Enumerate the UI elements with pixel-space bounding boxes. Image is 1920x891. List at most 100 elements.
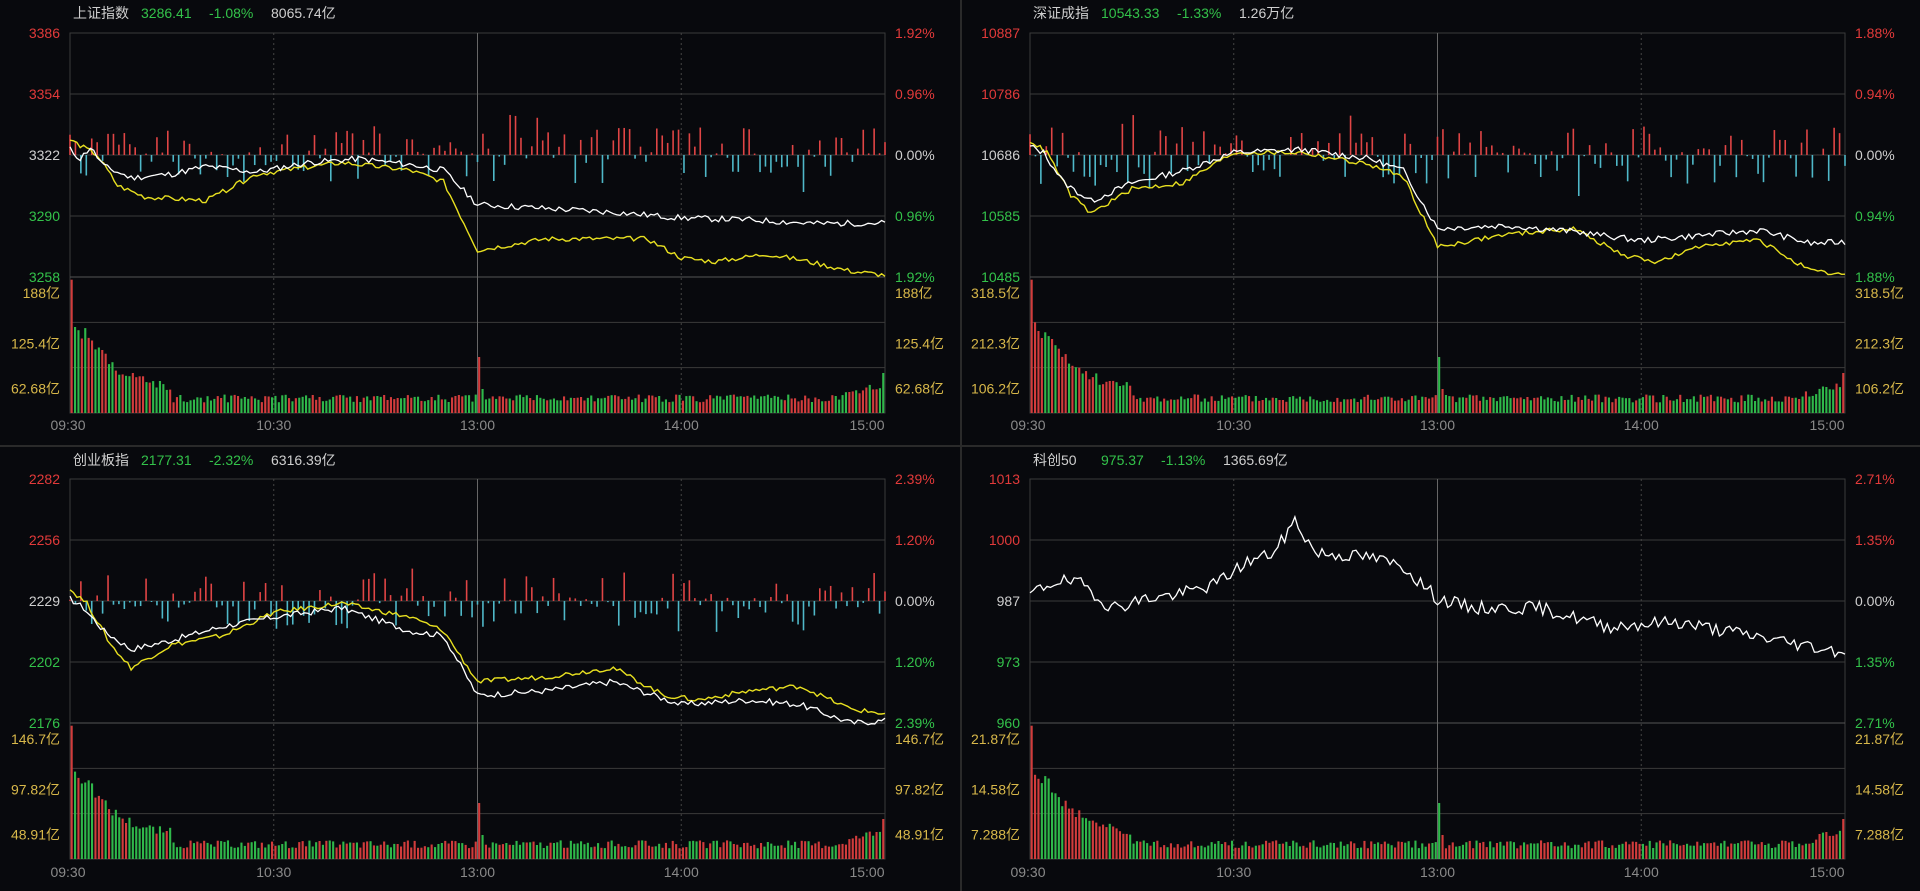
volume-bar <box>668 848 671 859</box>
volume-tick-label: 212.3亿 <box>971 335 1020 351</box>
volume-bar <box>1390 397 1393 413</box>
volume-bar <box>1428 843 1431 859</box>
volume-bar <box>1085 371 1088 413</box>
volume-bar <box>1574 401 1577 413</box>
volume-bar <box>474 394 477 413</box>
volume-bar <box>844 844 848 859</box>
volume-bar <box>318 397 321 413</box>
volume-bar <box>1394 400 1397 413</box>
volume-bar <box>1044 332 1047 413</box>
volume-bar <box>1747 394 1750 413</box>
volume-bar <box>1248 396 1251 413</box>
volume-tick-label: 62.68亿 <box>895 381 944 397</box>
volume-bar <box>1489 841 1492 859</box>
volume-bar <box>685 396 688 413</box>
volume-bar <box>379 396 382 413</box>
volume-bar <box>464 844 467 859</box>
percent-tick-label: 1.92% <box>895 25 935 41</box>
volume-bar <box>1332 401 1336 413</box>
volume-bar <box>1176 844 1179 859</box>
volume-bar <box>586 397 589 413</box>
volume-bar <box>525 842 528 859</box>
volume-bar <box>576 397 579 413</box>
volume-bar <box>549 399 552 413</box>
volume-bars <box>1030 279 1845 413</box>
volume-bar <box>1468 394 1471 413</box>
volume-bar <box>1570 394 1573 413</box>
volume-bar <box>1509 841 1512 859</box>
volume-bar <box>1804 843 1808 859</box>
price-tick-label: 1013 <box>989 471 1020 487</box>
volume-bar <box>97 347 100 413</box>
volume-bar <box>1078 810 1081 859</box>
volume-bar <box>179 395 182 413</box>
volume-bar <box>1516 848 1519 859</box>
volume-bar <box>810 402 814 413</box>
volume-bar <box>1251 401 1254 413</box>
volume-bar <box>352 842 355 859</box>
volume-bar <box>508 398 511 413</box>
volume-bar <box>152 381 155 413</box>
volume-bar <box>199 843 202 859</box>
volume-bar <box>1835 383 1838 413</box>
volume-bar <box>1509 398 1512 413</box>
index-change: -1.33% <box>1177 5 1221 21</box>
volume-bar <box>1051 792 1054 859</box>
volume-bar <box>1125 382 1128 413</box>
volume-bar <box>695 841 698 859</box>
volume-bar <box>556 400 559 413</box>
volume-bar <box>1662 395 1665 413</box>
volume-bar <box>831 846 834 859</box>
volume-tick-label: 106.2亿 <box>971 381 1020 397</box>
volume-bar <box>1461 844 1465 859</box>
volume-bar <box>1244 841 1247 859</box>
volume-bar <box>321 401 325 413</box>
volume-bar <box>131 373 134 413</box>
volume-bar <box>128 817 131 859</box>
volume-bar <box>165 831 168 859</box>
volume-bar <box>1227 397 1230 413</box>
volume-bar <box>135 826 138 859</box>
volume-bar <box>434 847 437 859</box>
volume-bar <box>1037 778 1040 859</box>
volume-bar <box>1108 381 1111 413</box>
volume-bar <box>743 843 746 859</box>
volume-bar <box>114 370 117 413</box>
volume-bar <box>1546 397 1549 413</box>
volume-bar <box>1618 844 1621 859</box>
volume-bar <box>1421 396 1424 413</box>
volume-bar <box>1574 844 1577 859</box>
volume-bar <box>1278 400 1281 413</box>
volume-bar <box>749 397 752 413</box>
volume-bar <box>580 397 583 413</box>
volume-bar <box>206 396 209 413</box>
volume-bar <box>583 400 586 413</box>
volume-bar <box>1220 844 1223 859</box>
volume-bar <box>1343 845 1346 859</box>
volume-bar <box>301 396 304 413</box>
volume-bar <box>91 783 94 859</box>
volume-bar <box>797 848 800 859</box>
volume-bar <box>254 398 257 413</box>
volume-bar <box>1838 387 1842 413</box>
volume-bar <box>1787 842 1791 859</box>
volume-bar <box>94 349 97 413</box>
volume-bar <box>1448 396 1451 413</box>
volume-bar <box>590 395 593 413</box>
volume-bar <box>471 401 474 413</box>
volume-bar <box>328 399 331 413</box>
volume-bar <box>481 835 484 859</box>
percent-tick-label: 2.71% <box>1855 715 1895 731</box>
volume-bar <box>369 841 372 859</box>
percent-tick-label: 1.92% <box>895 269 935 285</box>
volume-bar <box>1203 398 1206 413</box>
volume-bar <box>1577 397 1580 413</box>
volume-bar <box>624 398 627 413</box>
volume-bar <box>617 843 620 859</box>
volume-bar <box>695 401 698 413</box>
volume-bar <box>1312 840 1315 859</box>
volume-bar <box>1166 847 1169 859</box>
volume-bar <box>1648 840 1651 859</box>
volume-bar <box>1397 841 1400 859</box>
percent-tick-label: 0.96% <box>895 208 935 224</box>
